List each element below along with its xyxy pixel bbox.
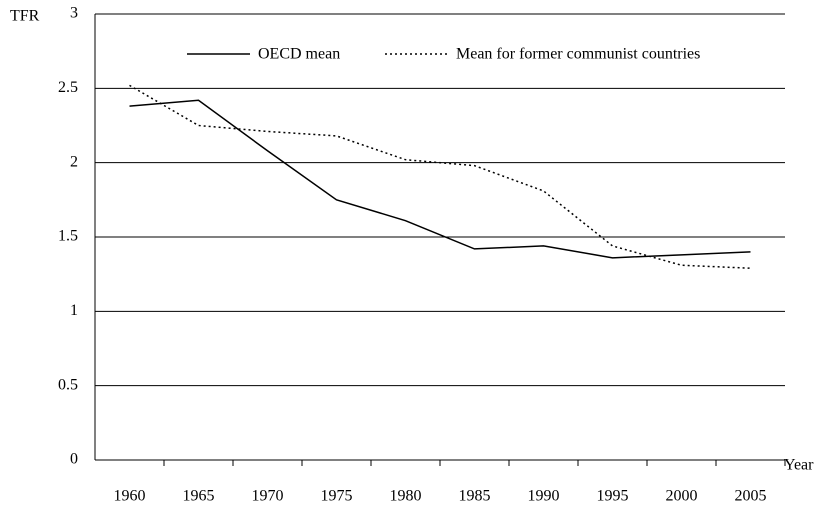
y-tick-label: 3 [70, 5, 78, 22]
legend-label: Mean for former communist countries [456, 46, 700, 63]
y-tick-label: 0.5 [58, 376, 78, 393]
y-tick-label: 0 [70, 451, 78, 468]
x-tick-label: 2005 [735, 488, 767, 505]
y-tick-label: 1 [70, 302, 78, 319]
x-tick-label: 1960 [114, 488, 146, 505]
x-tick-label: 1965 [183, 488, 215, 505]
series-line [129, 84, 751, 269]
series-line [129, 99, 751, 259]
y-axis-label: TFR [10, 8, 40, 25]
x-tick-label: 2000 [666, 488, 698, 505]
y-tick-label: 2 [70, 153, 78, 170]
y-tick-label: 1.5 [58, 228, 78, 245]
x-axis-label: Year [784, 457, 814, 474]
x-tick-label: 1980 [390, 488, 422, 505]
x-tick-label: 1985 [459, 488, 491, 505]
x-tick-label: 1970 [252, 488, 284, 505]
x-tick-label: 1990 [528, 488, 560, 505]
legend-label: OECD mean [258, 46, 340, 63]
x-tick-label: 1995 [597, 488, 629, 505]
x-tick-label: 1975 [321, 488, 353, 505]
y-tick-label: 2.5 [58, 79, 78, 96]
